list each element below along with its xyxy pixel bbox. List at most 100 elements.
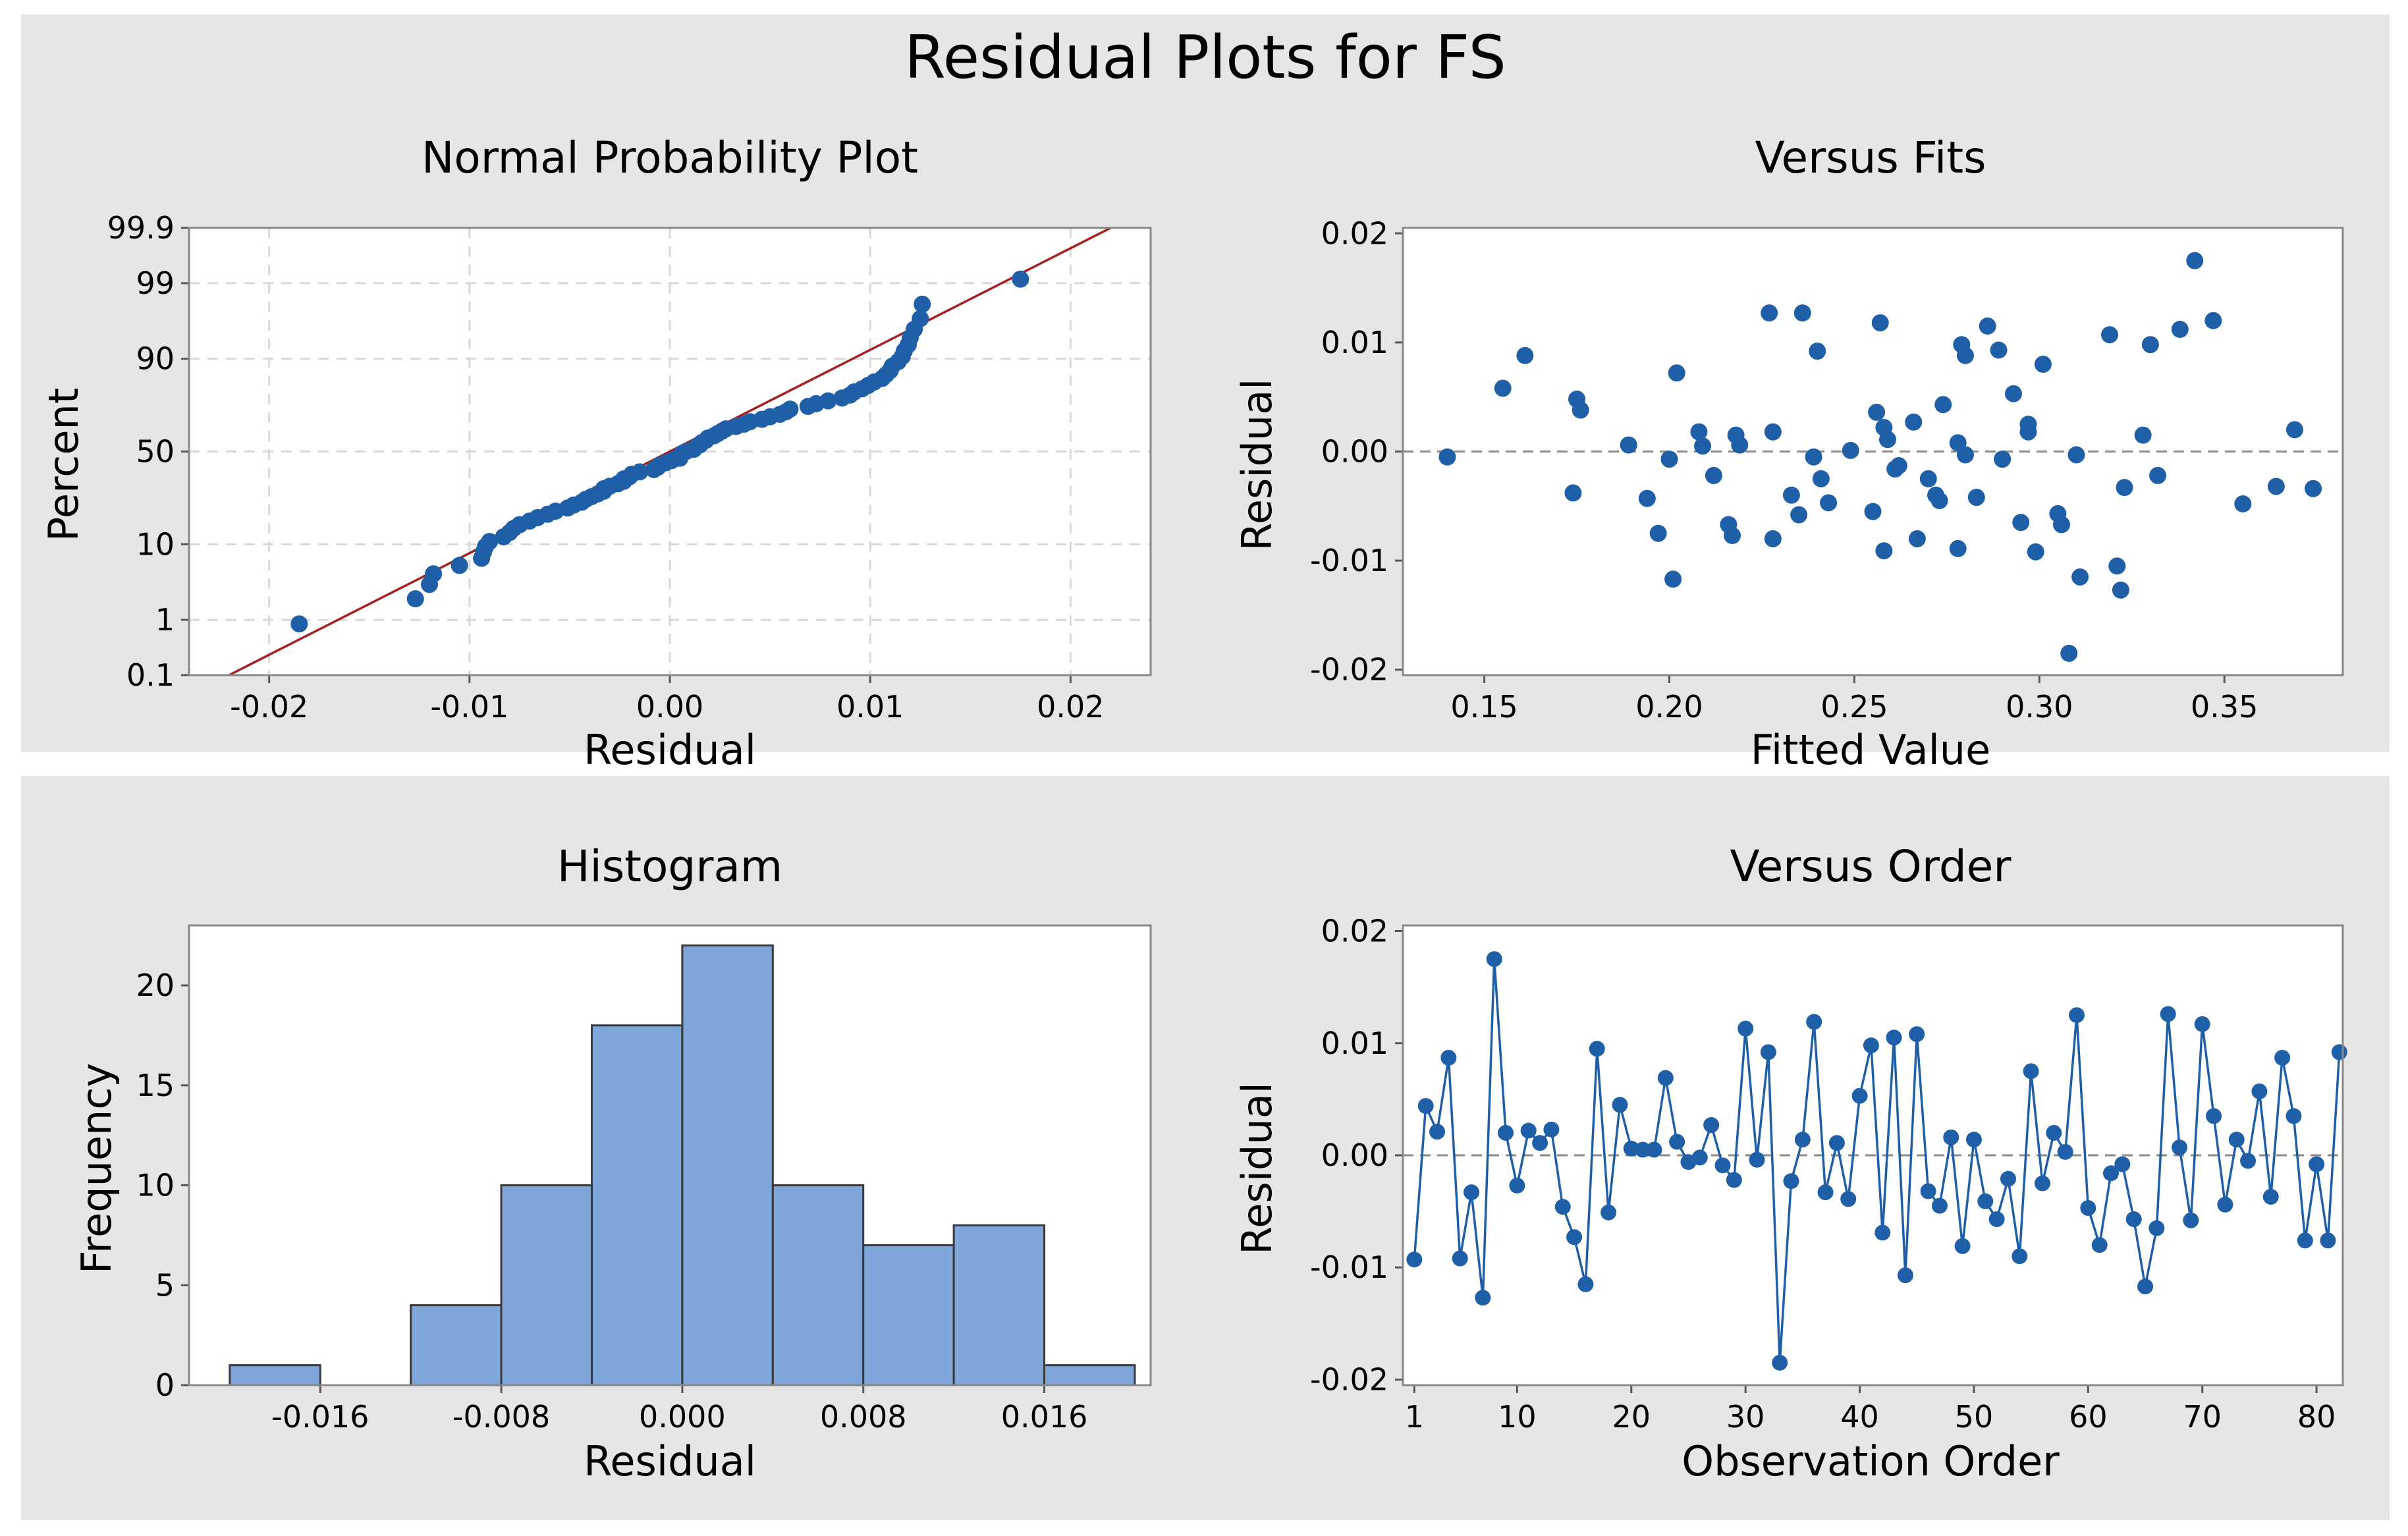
prob-point xyxy=(481,533,499,551)
hist-y-tick-label: 20 xyxy=(136,968,175,1003)
order-y-axis-label: Residual xyxy=(1233,1082,1281,1255)
fits-point xyxy=(1761,304,1778,322)
fits-point xyxy=(2071,568,2089,586)
fits-point xyxy=(1790,506,1808,524)
hist-bar xyxy=(590,1024,684,1386)
fits-point xyxy=(1956,346,1974,364)
prob-y-tick-label: 99.9 xyxy=(107,210,175,246)
hist-x-tick-label: 0.000 xyxy=(639,1399,726,1435)
order-point xyxy=(2103,1165,2120,1182)
fits-point xyxy=(2019,423,2037,441)
fits-point xyxy=(1930,492,1948,510)
fits-point xyxy=(1864,503,1882,520)
fits-point xyxy=(1649,524,1667,542)
order-point xyxy=(2331,1044,2347,1060)
fits-point xyxy=(2116,479,2133,497)
fits-point xyxy=(2305,480,2322,497)
fits-x-tick-label: 0.35 xyxy=(2191,689,2258,725)
order-x-tick-label: 30 xyxy=(1726,1399,1765,1435)
order-point xyxy=(1783,1173,1799,1190)
order-x-tick-label: 40 xyxy=(1840,1399,1879,1435)
prob-point xyxy=(819,392,837,410)
fits-y-tick-label: -0.02 xyxy=(1310,652,1388,688)
hist-bar xyxy=(681,944,774,1386)
fits-point xyxy=(1664,570,1682,588)
fits-point xyxy=(1620,436,1637,454)
prob-plot-border xyxy=(188,227,1152,676)
fits-y-axis-label: Residual xyxy=(1233,379,1281,551)
hist-x-tick-label: 0.016 xyxy=(1001,1399,1088,1435)
order-point xyxy=(1623,1140,1639,1157)
order-point xyxy=(1429,1124,1446,1140)
order-point xyxy=(2148,1220,2165,1236)
order-y-tick-label: 0.01 xyxy=(1321,1026,1388,1061)
order-point xyxy=(1440,1049,1457,1066)
order-point xyxy=(2046,1124,2062,1141)
order-point xyxy=(1738,1020,1754,1037)
figure-title: Residual Plots for FS xyxy=(904,23,1506,92)
prob-fit-line xyxy=(228,228,1112,675)
fits-point xyxy=(2149,466,2167,484)
fits-point xyxy=(1890,457,1907,475)
fits-point xyxy=(2234,495,2252,512)
fits-point xyxy=(1994,451,2011,468)
hist-bar xyxy=(410,1304,503,1386)
order-point xyxy=(1965,1132,1982,1148)
fits-point xyxy=(1572,401,1589,419)
order-y-tick-label: -0.01 xyxy=(1310,1249,1388,1285)
prob-point xyxy=(451,557,468,574)
fits-point xyxy=(1805,448,1822,466)
fits-point xyxy=(1494,379,1512,397)
order-point xyxy=(1840,1191,1857,1207)
fits-point xyxy=(1905,413,1923,431)
hist-bar xyxy=(1043,1364,1136,1386)
order-point xyxy=(1475,1290,1491,1306)
hist-bar xyxy=(229,1364,321,1386)
hist-bar xyxy=(771,1184,865,1386)
fits-point xyxy=(1638,489,1656,507)
order-point xyxy=(1703,1117,1720,1134)
order-point xyxy=(2206,1108,2222,1124)
order-point xyxy=(2309,1156,2325,1172)
plots-layer: Normal Probability Plot Residual Percent -0… xyxy=(40,132,2347,1485)
order-point xyxy=(2320,1232,2336,1249)
order-point xyxy=(1772,1354,1788,1371)
fits-point xyxy=(2141,336,2159,354)
fits-point xyxy=(2267,478,2285,495)
order-point xyxy=(1509,1177,1525,1193)
order-point xyxy=(1714,1157,1731,1174)
fits-point xyxy=(2204,312,2222,329)
order-point xyxy=(1452,1250,1468,1267)
order-point xyxy=(1406,1251,1423,1268)
hist-y-axis-label: Frequency xyxy=(72,1063,121,1274)
order-point xyxy=(1589,1041,1605,1057)
order-plot-border xyxy=(1402,924,2344,1386)
order-x-axis-label: Observation Order xyxy=(1682,1437,2060,1485)
fits-point xyxy=(1875,542,1893,560)
fits-point xyxy=(1564,484,1582,502)
fits-point xyxy=(1956,446,1974,464)
prob-point xyxy=(914,295,931,313)
order-point xyxy=(2091,1237,2108,1253)
fits-point xyxy=(2004,385,2022,402)
fits-point xyxy=(2101,326,2119,344)
order-point xyxy=(2137,1278,2154,1295)
order-point xyxy=(1601,1204,1617,1221)
hist-bar xyxy=(500,1184,593,1386)
hist-bar xyxy=(952,1224,1046,1386)
prob-x-tick-label: 0.01 xyxy=(836,689,904,725)
order-point xyxy=(1828,1135,1845,1151)
order-point xyxy=(2011,1248,2028,1265)
hist-y-tick-label: 15 xyxy=(136,1068,175,1103)
fits-x-tick-label: 0.30 xyxy=(2006,689,2073,725)
prob-x-axis-label: Residual xyxy=(584,726,756,774)
order-point xyxy=(1486,951,1502,968)
order-point xyxy=(1669,1134,1685,1150)
order-point xyxy=(1920,1183,1936,1199)
hist-y-tick-label: 0 xyxy=(155,1367,175,1403)
order-point xyxy=(2160,1006,2176,1022)
fits-point xyxy=(1731,436,1749,454)
fits-point xyxy=(1793,304,1811,322)
order-point xyxy=(2262,1188,2279,1205)
